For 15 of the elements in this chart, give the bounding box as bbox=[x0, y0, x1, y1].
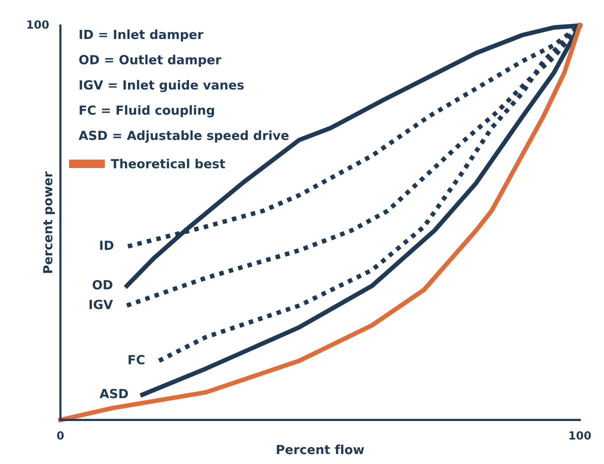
series-label: OD bbox=[92, 280, 112, 290]
text: 100 bbox=[27, 20, 49, 29]
annotation: FC = Fluid coupling bbox=[80, 105, 214, 118]
x-axis-title: Percent flow bbox=[276, 444, 364, 454]
y-axis-title: Percent power bbox=[43, 171, 55, 273]
annotation: OD = Outlet damper bbox=[79, 54, 222, 67]
series-label: ID bbox=[100, 240, 114, 250]
annotation: ID = Inlet damper bbox=[80, 29, 204, 42]
annotation: ASD = Adjustable speed drive bbox=[78, 130, 289, 143]
series-label: IGV bbox=[90, 300, 113, 310]
series-label: FC bbox=[128, 354, 144, 364]
series-label: ASD bbox=[100, 388, 128, 398]
x-tick-label: 0 bbox=[57, 431, 64, 440]
annotation: IGV = Inlet guide vanes bbox=[80, 80, 244, 92]
legend-label: Theoretical best bbox=[110, 158, 226, 168]
